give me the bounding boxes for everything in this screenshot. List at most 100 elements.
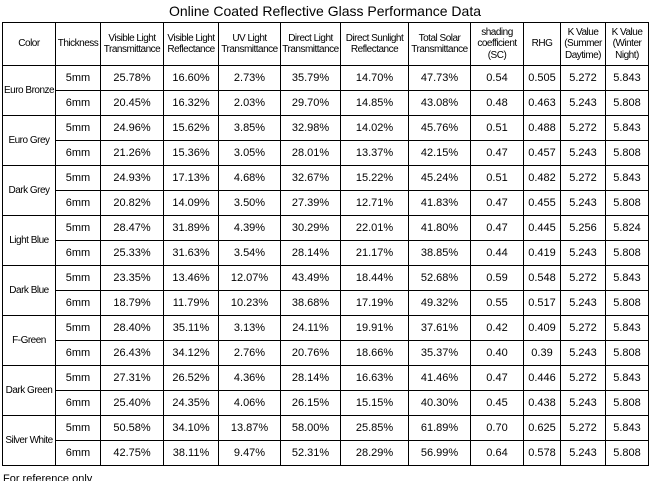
table-row: 6mm 25.40% 24.35% 4.06% 26.15% 15.15% 40.30% 0.… bbox=[3, 390, 649, 416]
value-cell: 21.26% bbox=[100, 140, 164, 166]
value-cell: 50.58% bbox=[100, 415, 164, 441]
value-cell: 17.13% bbox=[163, 165, 219, 191]
table-row: 6mm 42.75% 38.11% 9.47% 52.31% 28.29% 56.99% 0.… bbox=[3, 440, 649, 466]
value-cell: 0.488 bbox=[523, 115, 561, 141]
thickness-cell: 5mm bbox=[55, 215, 101, 241]
value-cell: 25.40% bbox=[100, 390, 164, 416]
header-direct-light-transmittance: Direct Light Transmittance bbox=[280, 22, 341, 66]
value-cell: 22.01% bbox=[340, 215, 409, 241]
value-cell: 23.35% bbox=[100, 265, 164, 291]
value-cell: 12.71% bbox=[340, 190, 409, 216]
value-cell: 0.625 bbox=[523, 415, 561, 441]
thickness-cell: 5mm bbox=[55, 365, 101, 391]
value-cell: 28.40% bbox=[100, 315, 164, 341]
value-cell: 0.446 bbox=[523, 365, 561, 391]
value-cell: 28.14% bbox=[280, 365, 341, 391]
value-cell: 43.08% bbox=[408, 90, 471, 116]
value-cell: 14.70% bbox=[340, 65, 409, 91]
color-cell: Euro Bronze bbox=[2, 65, 56, 116]
value-cell: 18.79% bbox=[100, 290, 164, 316]
value-cell: 45.24% bbox=[408, 165, 471, 191]
value-cell: 52.31% bbox=[280, 440, 341, 466]
value-cell: 0.47 bbox=[470, 365, 524, 391]
header-total-solar-transmittance: Total Solar Transmittance bbox=[408, 22, 471, 66]
value-cell: 0.578 bbox=[523, 440, 561, 466]
value-cell: 18.66% bbox=[340, 340, 409, 366]
value-cell: 5.243 bbox=[560, 90, 606, 116]
header-visible-light-reflectance: Visible Light Reflectance bbox=[163, 22, 219, 66]
value-cell: 0.64 bbox=[470, 440, 524, 466]
value-cell: 5.256 bbox=[560, 215, 606, 241]
value-cell: 10.23% bbox=[218, 290, 281, 316]
table-row: 6mm 20.45% 16.32% 2.03% 29.70% 14.85% 43.08% 0.… bbox=[3, 90, 649, 116]
value-cell: 15.22% bbox=[340, 165, 409, 191]
value-cell: 52.68% bbox=[408, 265, 471, 291]
table-row: 6mm 26.43% 34.12% 2.76% 20.76% 18.66% 35.37% 0.… bbox=[3, 340, 649, 366]
value-cell: 11.79% bbox=[163, 290, 219, 316]
value-cell: 13.46% bbox=[163, 265, 219, 291]
value-cell: 47.73% bbox=[408, 65, 471, 91]
value-cell: 5.808 bbox=[605, 190, 649, 216]
value-cell: 28.47% bbox=[100, 215, 164, 241]
value-cell: 5.243 bbox=[560, 440, 606, 466]
value-cell: 3.85% bbox=[218, 115, 281, 141]
value-cell: 38.85% bbox=[408, 240, 471, 266]
value-cell: 24.93% bbox=[100, 165, 164, 191]
value-cell: 34.10% bbox=[163, 415, 219, 441]
table-header: Color Thickness Visible Light Transmitta… bbox=[2, 22, 649, 66]
table-row: Light Blue 5mm 28.47% 31.89% 4.39% 30.29% 22.0… bbox=[2, 215, 649, 266]
value-cell: 41.80% bbox=[408, 215, 471, 241]
header-row: Color Thickness Visible Light Transmitta… bbox=[2, 22, 649, 66]
table-row: Silver White 5mm 50.58% 34.10% 13.87% 58.00% 2… bbox=[2, 415, 649, 466]
value-cell: 35.79% bbox=[280, 65, 341, 91]
header-shading-coefficient: shading coefficient (SC) bbox=[470, 22, 524, 66]
value-cell: 5.243 bbox=[560, 140, 606, 166]
value-cell: 0.419 bbox=[523, 240, 561, 266]
value-cell: 5.843 bbox=[605, 115, 649, 141]
value-cell: 5.843 bbox=[605, 165, 649, 191]
color-cell: Dark Green bbox=[2, 365, 56, 416]
value-cell: 0.48 bbox=[470, 90, 524, 116]
thickness-cell: 5mm bbox=[55, 415, 101, 441]
value-cell: 12.07% bbox=[218, 265, 281, 291]
value-cell: 0.47 bbox=[470, 140, 524, 166]
value-cell: 0.59 bbox=[470, 265, 524, 291]
value-cell: 28.01% bbox=[280, 140, 341, 166]
value-cell: 5.808 bbox=[605, 240, 649, 266]
value-cell: 5.843 bbox=[605, 365, 649, 391]
value-cell: 0.70 bbox=[470, 415, 524, 441]
thickness-cell: 5mm bbox=[55, 315, 101, 341]
value-cell: 25.33% bbox=[100, 240, 164, 266]
value-cell: 35.37% bbox=[408, 340, 471, 366]
table-row: Dark Grey 5mm 24.93% 17.13% 4.68% 32.67% 15.22… bbox=[2, 165, 649, 216]
value-cell: 0.457 bbox=[523, 140, 561, 166]
color-cell: Dark Blue bbox=[2, 265, 56, 316]
value-cell: 0.438 bbox=[523, 390, 561, 416]
value-cell: 5.843 bbox=[605, 415, 649, 441]
value-cell: 3.05% bbox=[218, 140, 281, 166]
table-row: 6mm 21.26% 15.36% 3.05% 28.01% 13.37% 42.15% 0.… bbox=[3, 140, 649, 166]
value-cell: 31.89% bbox=[163, 215, 219, 241]
value-cell: 5.843 bbox=[605, 315, 649, 341]
value-cell: 56.99% bbox=[408, 440, 471, 466]
value-cell: 15.36% bbox=[163, 140, 219, 166]
thickness-cell: 6mm bbox=[55, 90, 101, 116]
value-cell: 45.76% bbox=[408, 115, 471, 141]
value-cell: 0.505 bbox=[523, 65, 561, 91]
value-cell: 5.808 bbox=[605, 340, 649, 366]
value-cell: 0.47 bbox=[470, 215, 524, 241]
value-cell: 5.808 bbox=[605, 440, 649, 466]
table-body: Euro Bronze 5mm 25.78% 16.60% 2.73% 35.79% 14.… bbox=[2, 65, 649, 466]
value-cell: 26.43% bbox=[100, 340, 164, 366]
value-cell: 3.13% bbox=[218, 315, 281, 341]
thickness-cell: 6mm bbox=[55, 290, 101, 316]
performance-table: Color Thickness Visible Light Transmitta… bbox=[2, 22, 649, 466]
value-cell: 0.445 bbox=[523, 215, 561, 241]
value-cell: 0.409 bbox=[523, 315, 561, 341]
value-cell: 38.68% bbox=[280, 290, 341, 316]
color-cell: Light Blue bbox=[2, 215, 56, 266]
value-cell: 5.808 bbox=[605, 290, 649, 316]
value-cell: 26.15% bbox=[280, 390, 341, 416]
value-cell: 24.11% bbox=[280, 315, 341, 341]
value-cell: 4.68% bbox=[218, 165, 281, 191]
